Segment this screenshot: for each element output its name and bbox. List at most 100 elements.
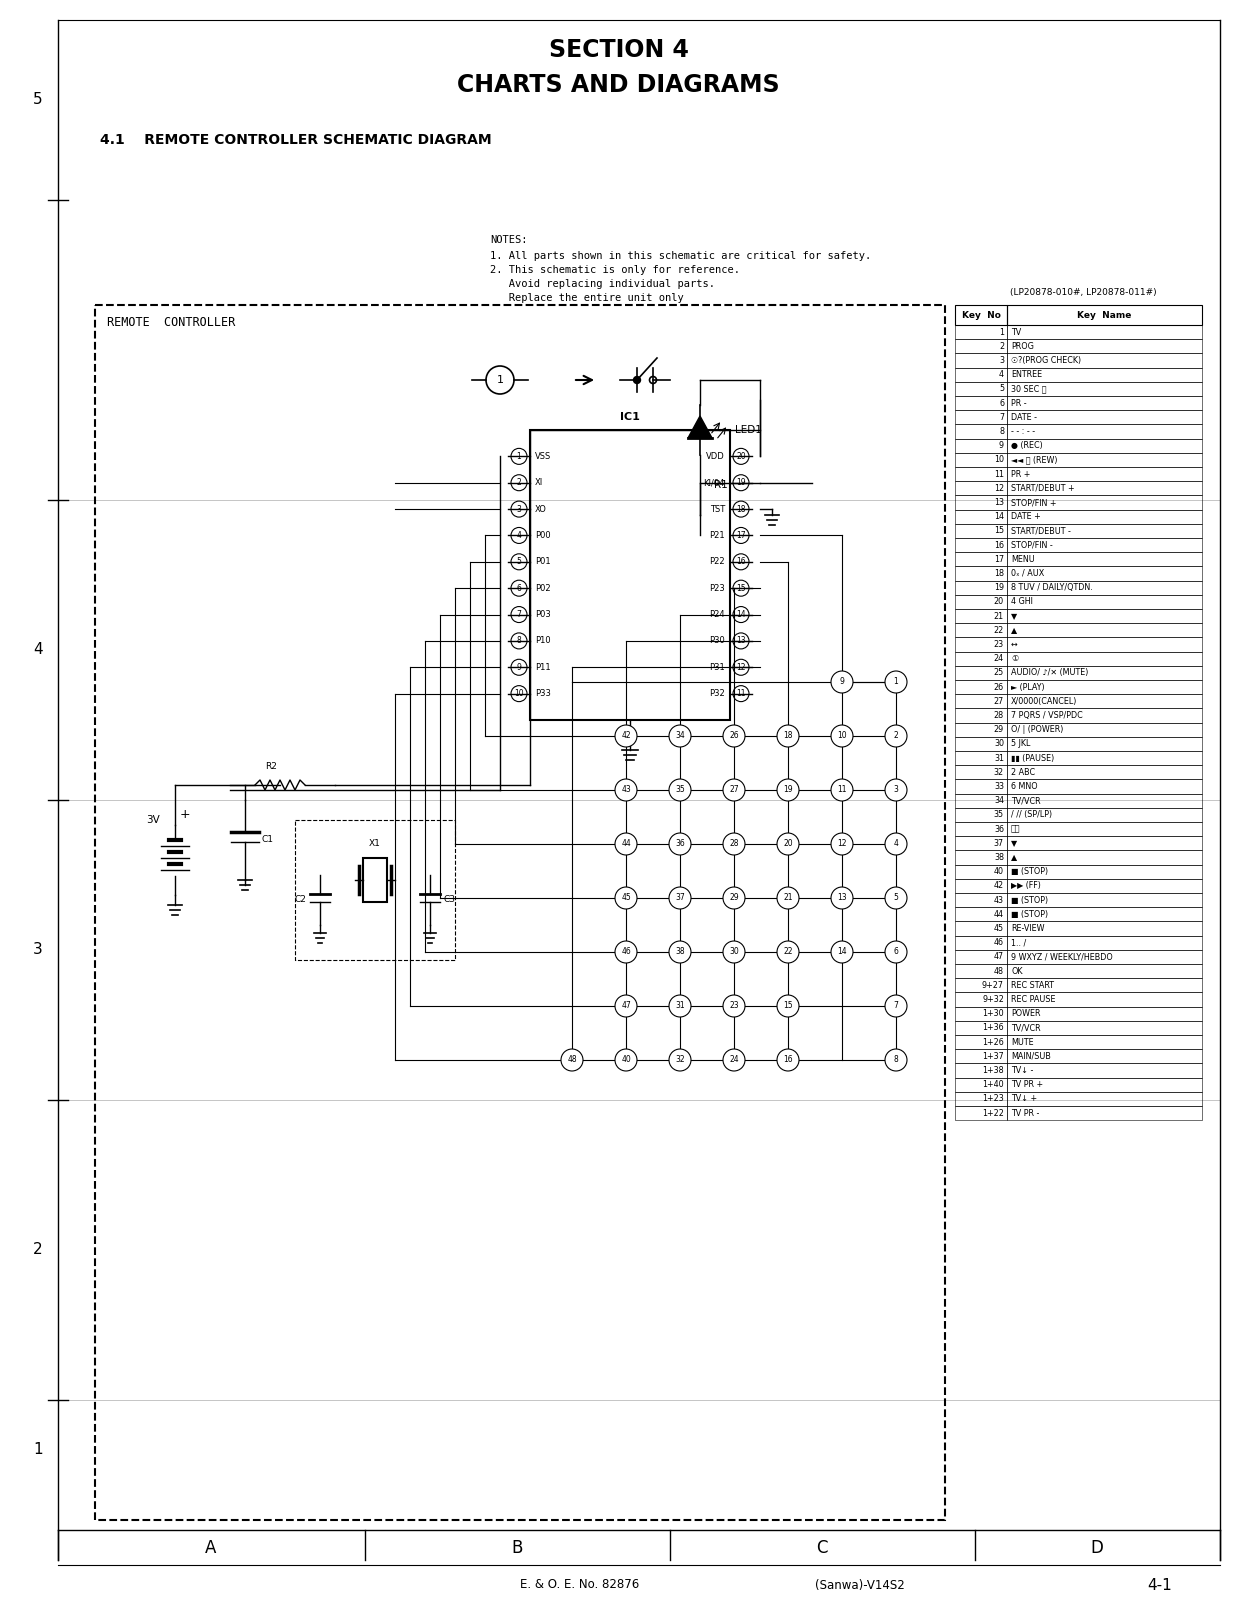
Text: 47: 47 [993, 952, 1004, 962]
Text: 4: 4 [999, 370, 1004, 379]
Bar [955, 680, 1007, 694]
Bar [955, 694, 1007, 709]
Bar [955, 878, 1007, 893]
Text: 10: 10 [515, 690, 523, 698]
Text: 5: 5 [33, 93, 43, 107]
Text: 1+37: 1+37 [982, 1051, 1004, 1061]
Bar [1007, 325, 1202, 339]
Text: 28: 28 [993, 710, 1004, 720]
Circle shape [777, 995, 799, 1018]
Text: A: A [205, 1539, 216, 1557]
Text: TV/VCR: TV/VCR [1011, 1024, 1040, 1032]
Text: 9 WXYZ / WEEKLY/HEBDO: 9 WXYZ / WEEKLY/HEBDO [1011, 952, 1113, 962]
Text: 13: 13 [837, 893, 847, 902]
Bar [1007, 453, 1202, 467]
Text: ● (REC): ● (REC) [1011, 442, 1043, 450]
Text: XI: XI [534, 478, 543, 488]
Bar [955, 306, 1007, 325]
Text: 12: 12 [736, 662, 746, 672]
Text: C: C [816, 1539, 828, 1557]
Text: TV: TV [1011, 328, 1022, 336]
Bar [1007, 963, 1202, 978]
Text: 2 ABC: 2 ABC [1011, 768, 1035, 778]
Circle shape [669, 886, 691, 909]
Bar [1007, 680, 1202, 694]
Text: DATE -: DATE - [1011, 413, 1037, 422]
Text: START/DEBUT +: START/DEBUT + [1011, 483, 1075, 493]
Bar [1007, 382, 1202, 395]
Text: 1. All parts shown in this schematic are critical for safety.: 1. All parts shown in this schematic are… [490, 251, 871, 261]
Text: 14: 14 [837, 947, 847, 957]
Text: 43: 43 [621, 786, 631, 795]
Bar [1007, 595, 1202, 610]
Circle shape [884, 725, 907, 747]
Bar [1007, 936, 1202, 950]
Bar [955, 1064, 1007, 1078]
Text: 9: 9 [998, 442, 1004, 450]
Bar [1007, 538, 1202, 552]
Text: 8 TUV / DAILY/QTDN.: 8 TUV / DAILY/QTDN. [1011, 584, 1092, 592]
Text: 3: 3 [999, 357, 1004, 365]
Text: 1+26: 1+26 [982, 1037, 1004, 1046]
Text: 18: 18 [736, 504, 746, 514]
Text: C3: C3 [444, 896, 456, 904]
Bar [1007, 779, 1202, 794]
Text: 13: 13 [736, 637, 746, 645]
Text: 1: 1 [999, 328, 1004, 336]
Circle shape [615, 779, 637, 802]
Text: O/ | (POWER): O/ | (POWER) [1011, 725, 1064, 734]
Bar [955, 651, 1007, 666]
Text: (LP20878-010#, LP20878-011#): (LP20878-010#, LP20878-011#) [1011, 288, 1157, 298]
Circle shape [669, 725, 691, 747]
Bar [1007, 482, 1202, 496]
Text: TV/VCR: TV/VCR [1011, 797, 1040, 805]
Bar [955, 709, 1007, 723]
Text: ▮▮ (PAUSE): ▮▮ (PAUSE) [1011, 754, 1054, 763]
Text: 26: 26 [729, 731, 738, 741]
Bar [1007, 978, 1202, 992]
Text: C2: C2 [294, 896, 306, 904]
Text: P01: P01 [534, 557, 550, 566]
Text: VDD: VDD [706, 451, 725, 461]
Text: P33: P33 [534, 690, 550, 698]
Bar [955, 552, 1007, 566]
Text: ⏮⏭: ⏮⏭ [1011, 824, 1021, 834]
Text: 24: 24 [729, 1056, 738, 1064]
Text: OK: OK [1011, 966, 1023, 976]
Text: PR -: PR - [1011, 398, 1027, 408]
Bar [1007, 666, 1202, 680]
Bar [1007, 765, 1202, 779]
Text: 16: 16 [995, 541, 1004, 549]
Bar [294, 819, 455, 960]
Text: R1: R1 [714, 480, 727, 490]
Bar [1007, 410, 1202, 424]
Polygon shape [688, 416, 713, 438]
Circle shape [831, 941, 854, 963]
Circle shape [615, 834, 637, 854]
Bar [955, 808, 1007, 822]
Circle shape [777, 1050, 799, 1070]
Text: 34: 34 [995, 797, 1004, 805]
Circle shape [777, 834, 799, 854]
Text: 20: 20 [783, 840, 793, 848]
Bar [1007, 864, 1202, 878]
Circle shape [722, 1050, 745, 1070]
Text: PROG: PROG [1011, 342, 1034, 350]
Bar [1007, 808, 1202, 822]
Bar [955, 765, 1007, 779]
Bar [955, 566, 1007, 581]
Text: C1: C1 [262, 835, 275, 845]
Text: 6: 6 [517, 584, 522, 592]
Bar [955, 851, 1007, 864]
Bar [1007, 368, 1202, 382]
Bar [1007, 354, 1202, 368]
Text: ▶▶ (FF): ▶▶ (FF) [1011, 882, 1040, 890]
Bar [955, 395, 1007, 410]
Text: ▲: ▲ [1011, 853, 1017, 862]
Text: 2: 2 [893, 731, 898, 741]
Text: P31: P31 [709, 662, 725, 672]
Circle shape [722, 941, 745, 963]
Bar [955, 496, 1007, 510]
Bar [1007, 694, 1202, 709]
Text: 38: 38 [675, 947, 685, 957]
